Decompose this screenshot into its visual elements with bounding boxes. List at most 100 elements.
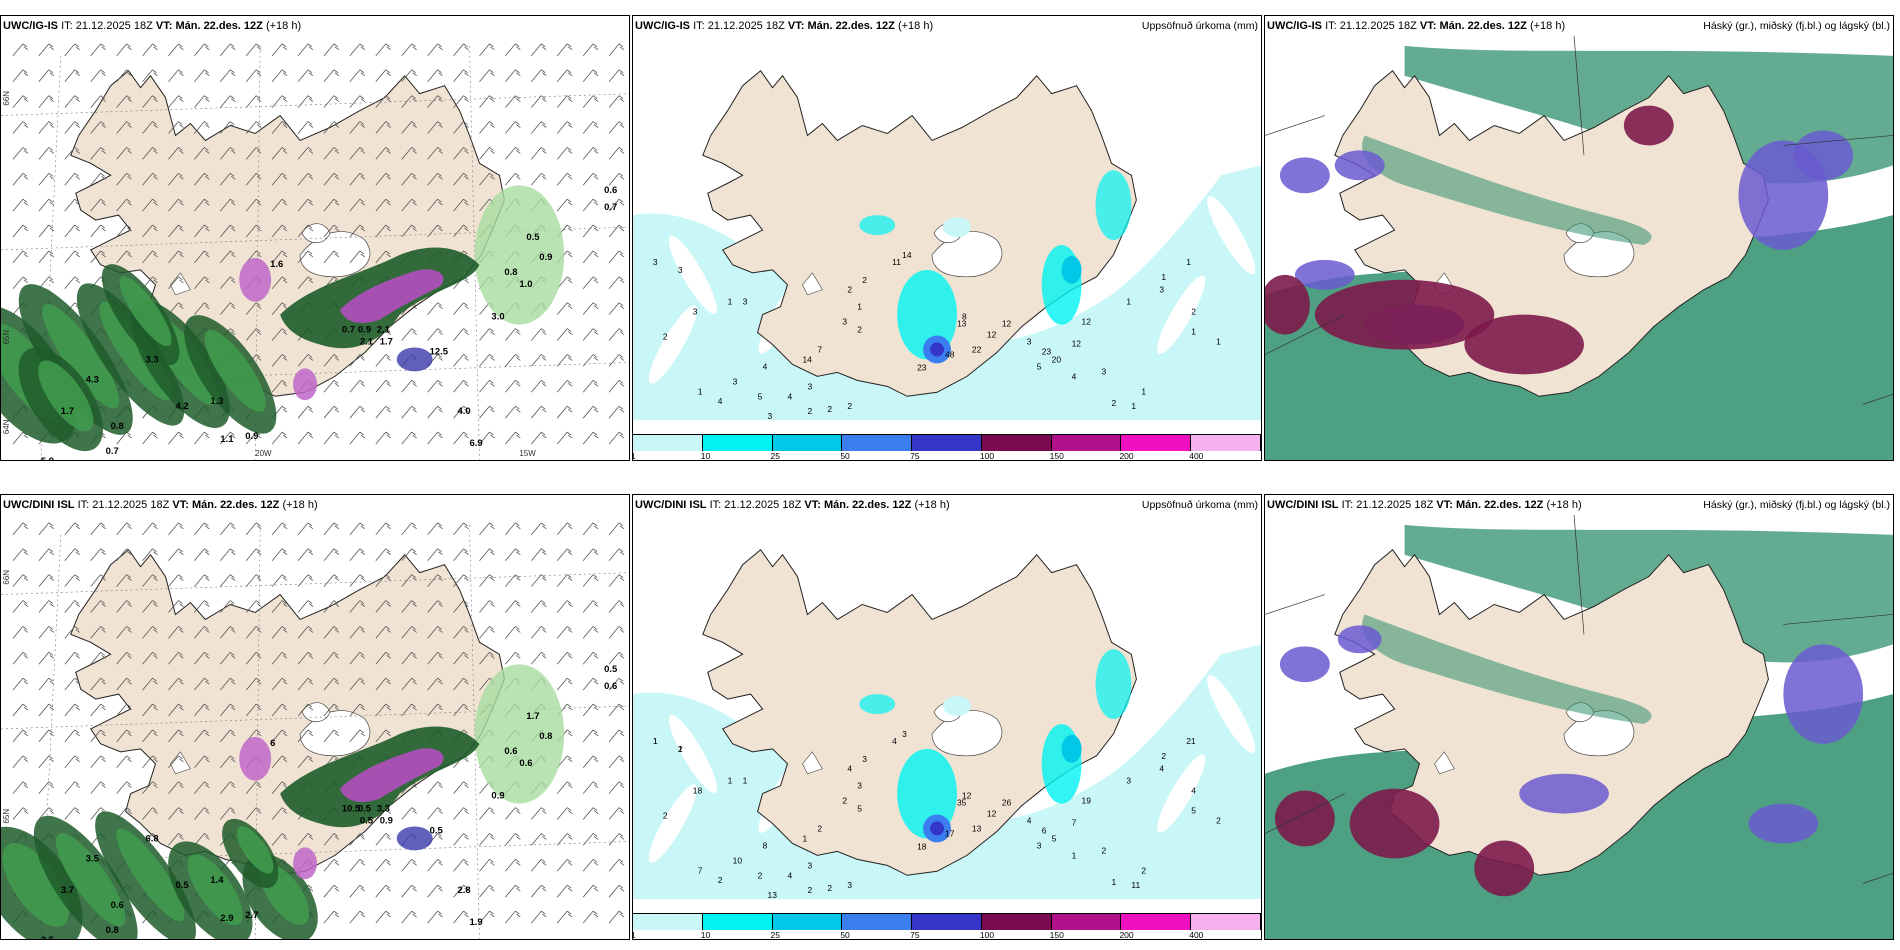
wind-barb: [64, 703, 80, 717]
wind-barb: [349, 380, 366, 393]
wind-barb: [90, 147, 106, 160]
wind-barb: [245, 807, 262, 820]
value-label: 4: [788, 391, 793, 401]
wind-barb: [375, 522, 391, 536]
panel-header: UWC/IG-IS IT: 21.12.2025 18Z VT: Mán. 22…: [3, 20, 301, 32]
wind-barb: [194, 626, 210, 639]
value-label: 4: [788, 870, 793, 880]
panel-header: UWC/DINI ISL IT: 21.12.2025 18Z VT: Mán.…: [635, 499, 950, 511]
value-label: 7: [698, 865, 703, 875]
wind-barb: [297, 43, 314, 57]
wind-barb: [168, 250, 184, 264]
wind-barb: [38, 548, 55, 561]
value-label: 1: [802, 833, 807, 843]
wind-barb: [556, 833, 573, 846]
wind-barb: [375, 626, 391, 639]
wind-barb: [219, 522, 236, 536]
wind-barb: [219, 703, 236, 717]
wind-barb: [556, 807, 573, 820]
wind-barb: [168, 198, 184, 212]
legend-bar: [633, 913, 1261, 930]
value-label: 12: [1002, 319, 1012, 329]
wind-barb: [582, 276, 599, 290]
wind-barb: [375, 380, 391, 393]
wind-barb: [297, 833, 314, 846]
value-label: 11: [1131, 880, 1140, 890]
wind-barb: [453, 651, 469, 665]
value-label: 5: [1191, 806, 1196, 816]
wind-barb: [116, 574, 132, 587]
wind-barb: [556, 354, 573, 367]
wind-barb: [608, 600, 625, 613]
init-time: 21.12.2025 18Z: [724, 499, 802, 511]
wind-barb: [90, 250, 106, 264]
wind-barb: [401, 224, 417, 238]
wind-barb: [194, 755, 210, 769]
wind-barb: [375, 833, 391, 846]
wind-barb: [194, 431, 210, 445]
wind-barb: [479, 574, 495, 587]
wind-barb: [453, 833, 469, 846]
value-label: 13: [957, 319, 967, 329]
wind-barb: [427, 69, 443, 82]
wind-barb: [38, 198, 55, 212]
wind-barb: [12, 626, 29, 639]
wind-barb: [142, 172, 158, 186]
value-label: 13: [768, 890, 778, 900]
wind-barb: [479, 548, 495, 561]
longitude-label: 15W: [519, 449, 536, 458]
wind-barb: [453, 677, 469, 691]
value-label: 23: [917, 362, 927, 372]
value-label: 19: [1082, 796, 1092, 806]
wind-barb: [168, 172, 184, 186]
wind-barb: [608, 548, 625, 561]
value-label: 1: [653, 736, 658, 746]
wind-barb: [116, 600, 132, 613]
value-label: 1: [728, 297, 733, 307]
wind-barb: [323, 172, 340, 186]
value-label: 3.3: [377, 804, 390, 815]
wind-barb: [401, 380, 417, 393]
value-label: 2.9: [220, 913, 233, 924]
wind-barb: [116, 224, 132, 238]
wind-barb: [608, 431, 625, 445]
wind-barb: [608, 250, 625, 264]
value-label: 1: [653, 736, 658, 746]
legend-swatch: [912, 435, 982, 451]
wind-barb: [116, 43, 132, 57]
model-name: UWC/IG-IS: [635, 20, 690, 32]
wind-barb: [608, 276, 625, 290]
wind-barb: [12, 69, 29, 82]
precip-cell-east: [1041, 723, 1082, 804]
wind-barb: [505, 328, 521, 341]
wind-barb: [142, 626, 158, 639]
wind-barb: [142, 807, 158, 820]
wind-barb: [297, 548, 314, 561]
value-label: 48: [945, 349, 955, 359]
value-label: 3.7: [61, 885, 74, 896]
wind-barb: [453, 224, 469, 238]
value-label: 14: [802, 354, 812, 364]
wind-barb: [194, 198, 210, 212]
wind-barb: [90, 172, 106, 186]
wind-barb: [453, 147, 469, 160]
value-label: 4: [892, 736, 897, 746]
wind-barb: [375, 703, 391, 717]
low-cloud: [1474, 840, 1535, 897]
wind-barb: [349, 95, 366, 108]
precip-core-east: [1061, 255, 1082, 284]
wind-barb: [271, 147, 288, 160]
longitude-label: 20W: [255, 449, 272, 458]
wind-barb: [323, 95, 340, 108]
wind-barb: [168, 224, 184, 238]
precip-cell-hofs: [943, 696, 971, 717]
value-label: 0.6: [604, 681, 617, 692]
wind-barb: [297, 729, 314, 743]
wind-barb: [116, 69, 132, 82]
precip-band-core: [116, 828, 185, 922]
value-label: 2: [827, 883, 832, 893]
wind-barb: [323, 147, 340, 160]
wind-barb: [608, 781, 625, 794]
wind-barb: [531, 405, 547, 419]
legend-tick: 200: [1119, 930, 1134, 940]
